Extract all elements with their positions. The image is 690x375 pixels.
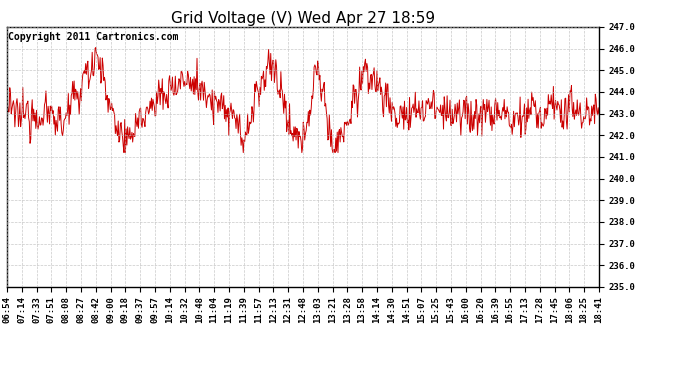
Title: Grid Voltage (V) Wed Apr 27 18:59: Grid Voltage (V) Wed Apr 27 18:59 [171,11,435,26]
Text: Copyright 2011 Cartronics.com: Copyright 2011 Cartronics.com [8,32,179,42]
